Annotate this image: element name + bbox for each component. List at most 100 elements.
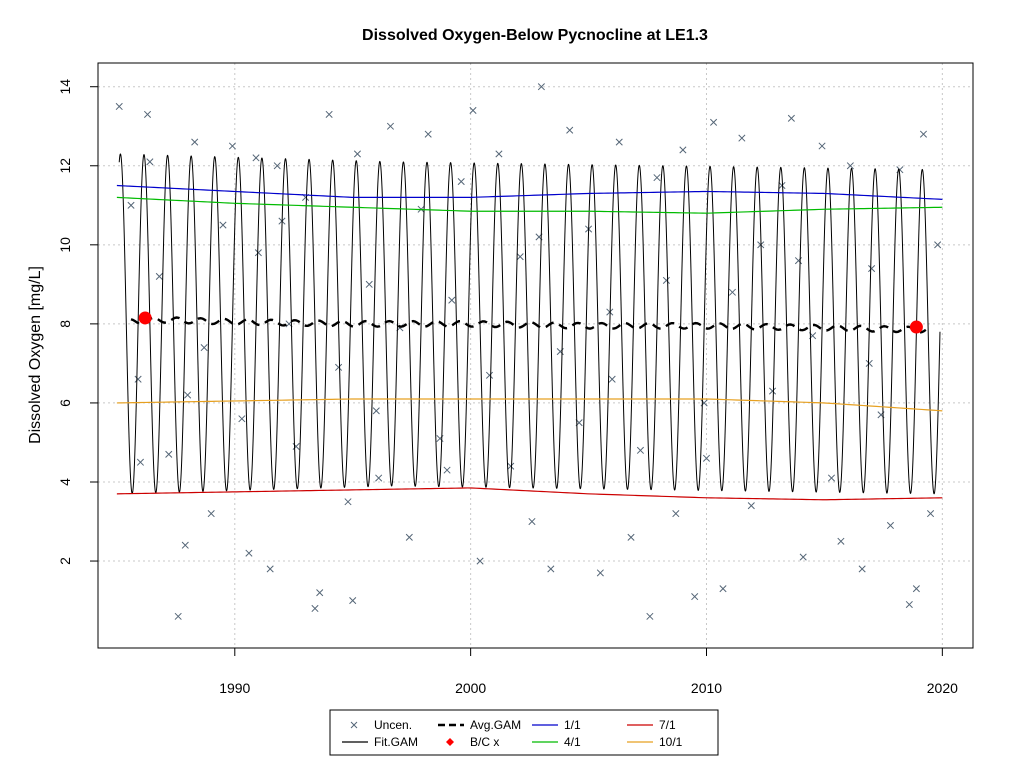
uncensored-point xyxy=(627,533,635,541)
uncensored-point xyxy=(254,249,262,257)
uncensored-point xyxy=(485,371,494,379)
uncensored-point xyxy=(537,83,545,91)
uncensored-point xyxy=(912,585,920,593)
uncensored-point xyxy=(747,502,755,510)
uncensored-point xyxy=(827,474,836,482)
uncensored-point xyxy=(245,549,253,557)
uncensored-point xyxy=(311,604,319,613)
uncensored-point xyxy=(405,533,413,541)
uncensored-point xyxy=(127,201,135,209)
percentile-line-1-1 xyxy=(116,184,943,200)
uncensored-point xyxy=(934,241,942,249)
uncensored-point xyxy=(353,150,361,158)
legend: Uncen. Avg.GAM 1/1 7/1 Fit.GAM B/C x 4/1 10/1 xyxy=(329,709,719,756)
uncensored-point xyxy=(424,130,432,138)
bc-point xyxy=(909,320,923,334)
y-tick-label: 2 xyxy=(57,557,73,565)
uncensored-point xyxy=(679,146,687,154)
legend-label: 10/1 xyxy=(659,735,683,749)
uncensored-point xyxy=(146,158,154,166)
uncensored-point xyxy=(653,174,661,182)
uncensored-point xyxy=(165,450,173,458)
uncensored-point xyxy=(344,498,352,506)
uncensored-point xyxy=(799,553,807,561)
uncensored-point xyxy=(448,296,456,304)
chart-title: Dissolved Oxygen-Below Pycnocline at LE1… xyxy=(362,27,708,44)
uncensored-point xyxy=(837,537,845,545)
uncensored-point xyxy=(375,474,383,482)
uncensored-point xyxy=(691,593,699,601)
uncensored-point xyxy=(273,162,281,170)
uncensored-point xyxy=(818,142,826,150)
uncensored-point xyxy=(228,142,236,150)
legend-label: B/C x xyxy=(470,735,499,749)
y-tick-label: 4 xyxy=(57,478,73,486)
uncensored-point xyxy=(457,178,465,186)
x-tick-label: 2000 xyxy=(455,680,486,696)
uncensored-point xyxy=(507,462,515,470)
uncensored-point xyxy=(143,110,152,118)
y-tick-label: 8 xyxy=(57,320,73,328)
uncensored-point xyxy=(386,122,395,130)
uncensored-point xyxy=(476,557,484,565)
bc-point xyxy=(138,311,152,325)
uncensored-point xyxy=(325,110,333,118)
x-tick-label: 2020 xyxy=(927,680,958,696)
uncensored-point xyxy=(134,375,142,383)
x-tick-label: 1990 xyxy=(219,680,250,696)
uncensored-point xyxy=(136,458,145,466)
uncensored-point xyxy=(547,565,555,573)
uncensored-point xyxy=(608,375,616,383)
uncensored-point xyxy=(905,600,913,609)
uncensored-point xyxy=(768,387,777,395)
uncensored-point xyxy=(200,344,208,352)
uncensored-point xyxy=(528,517,536,526)
axis-layer: 1990 2000 2010 2020 2 4 6 8 10 12 14 xyxy=(57,79,958,696)
y-tick-label: 10 xyxy=(57,237,73,253)
uncensored-point xyxy=(372,407,380,415)
uncensored-point xyxy=(365,280,373,288)
uncensored-point xyxy=(646,612,654,620)
legend-label: 1/1 xyxy=(564,718,581,732)
legend-label: Uncen. xyxy=(374,718,412,732)
uncensored-point xyxy=(919,130,928,138)
legend-label: 7/1 xyxy=(659,718,676,732)
uncensored-point xyxy=(191,138,199,146)
uncensored-point xyxy=(115,102,123,111)
uncensored-point xyxy=(728,288,736,296)
uncensored-point xyxy=(219,221,227,229)
uncensored-point xyxy=(868,264,876,273)
legend-label: 4/1 xyxy=(564,735,581,749)
uncensored-point xyxy=(174,612,182,620)
avg-gam-line xyxy=(130,316,927,334)
uncensored-point xyxy=(469,106,477,114)
uncensored-point xyxy=(316,589,324,597)
uncensored-point xyxy=(155,272,163,280)
y-tick-label: 6 xyxy=(57,399,73,407)
uncensored-point xyxy=(181,541,189,549)
y-tick-label: 14 xyxy=(57,79,73,95)
uncensored-point xyxy=(335,363,343,371)
uncensored-point xyxy=(710,118,718,126)
uncensored-point xyxy=(886,521,895,530)
uncensored-point xyxy=(349,597,357,605)
uncensored-point xyxy=(516,253,524,261)
percentile-line-7-1 xyxy=(116,487,943,501)
uncensored-point xyxy=(636,446,645,454)
uncensored-point xyxy=(238,415,246,423)
plot-frame xyxy=(97,62,974,649)
legend-label: Fit.GAM xyxy=(374,735,418,749)
uncensored-point xyxy=(702,454,711,462)
legend-label: Avg.GAM xyxy=(470,718,521,732)
uncensored-point xyxy=(778,181,786,190)
y-tick-label: 12 xyxy=(57,158,73,174)
uncensored-point xyxy=(495,150,503,158)
uncensored-point xyxy=(787,114,795,122)
uncensored-point xyxy=(846,162,854,170)
legend-symbol-uncen xyxy=(350,721,358,729)
uncensored-point xyxy=(926,510,935,518)
uncensored-point xyxy=(566,126,574,134)
x-tick-label: 2010 xyxy=(691,680,722,696)
uncensored-point xyxy=(207,510,215,518)
